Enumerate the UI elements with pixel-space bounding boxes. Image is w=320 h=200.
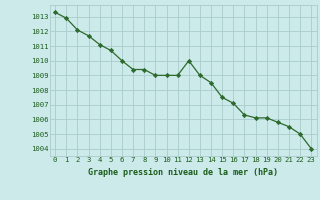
X-axis label: Graphe pression niveau de la mer (hPa): Graphe pression niveau de la mer (hPa) [88, 168, 278, 177]
